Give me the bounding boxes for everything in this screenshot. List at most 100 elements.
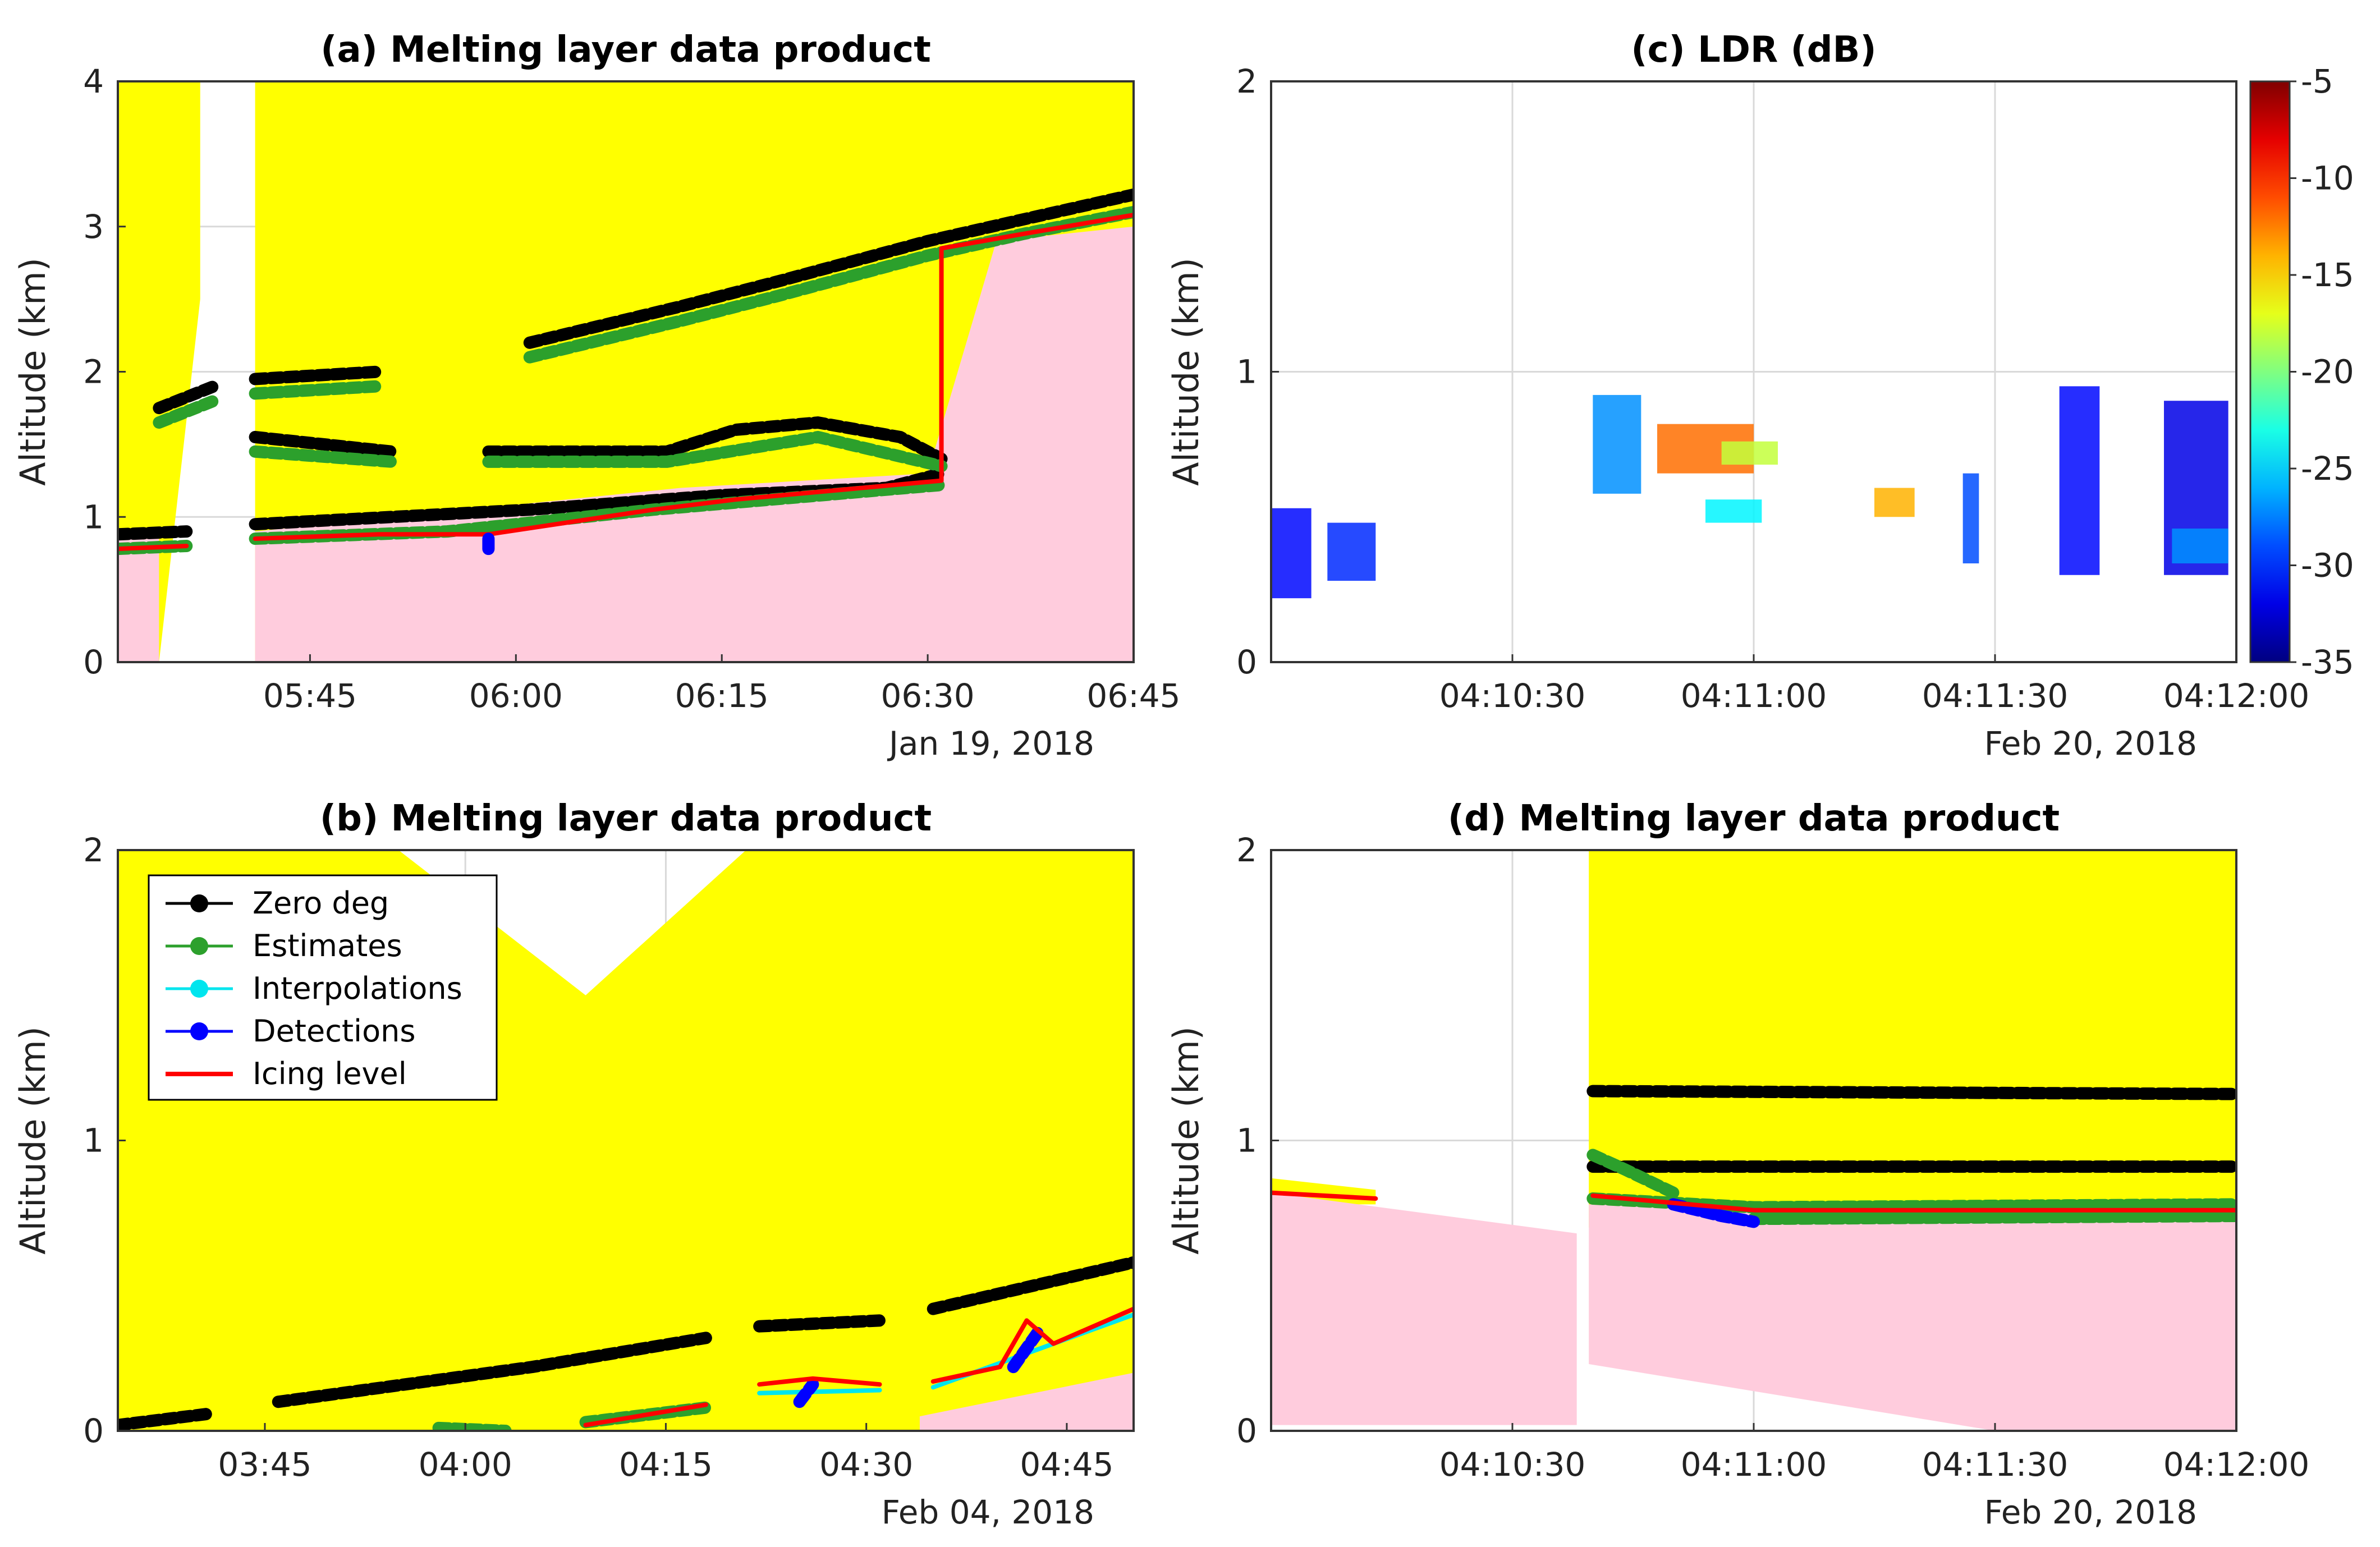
- colorbar-tick-label: -15: [2301, 256, 2354, 294]
- ldr-patch: [1962, 473, 1979, 564]
- legend-marker: [190, 937, 208, 955]
- chart-title: (a) Melting layer data product: [320, 29, 931, 71]
- y-tick-label: 1: [83, 498, 104, 536]
- x-tick-label: 06:15: [675, 677, 769, 715]
- x-tick-label: 04:11:30: [1922, 1445, 2069, 1484]
- y-tick-label: 0: [1236, 643, 1257, 681]
- chart-title: (c) LDR (dB): [1631, 29, 1876, 71]
- series-zero-deg: [153, 380, 221, 415]
- legend-marker: [190, 1022, 208, 1040]
- x-tick-label: 04:00: [419, 1445, 512, 1484]
- series-detections: [793, 1378, 819, 1408]
- y-tick-label: 0: [83, 1412, 104, 1450]
- series-estimates: [1586, 1149, 1680, 1199]
- pink-region: [255, 226, 1134, 662]
- x-tick-label: 04:10:30: [1439, 677, 1586, 715]
- y-tick-label: 3: [83, 208, 104, 246]
- legend-label: Estimates: [253, 928, 402, 963]
- x-tick-label: 04:11:00: [1681, 677, 1827, 715]
- colorbar-tick-label: -30: [2301, 547, 2354, 585]
- y-axis-label: Altitude (km): [1166, 258, 1207, 486]
- series-zero-deg: [927, 1256, 1134, 1315]
- legend-marker: [190, 894, 208, 912]
- series-zero-deg: [753, 1314, 886, 1333]
- series-icing-level: [757, 1376, 882, 1387]
- series-interpolations: [757, 1388, 882, 1395]
- ldr-patch: [1721, 441, 1778, 465]
- y-tick-label: 2: [83, 831, 104, 869]
- series-zero-deg: [272, 1332, 712, 1408]
- x-tick-label: 06:00: [469, 677, 563, 715]
- panel-b: (b) Melting layer data product 0 1 2 03:45 04…: [12, 798, 1135, 1531]
- colorbar: [2249, 80, 2291, 663]
- series-icing-level: [930, 1306, 1134, 1384]
- x-tick-label: 06:45: [1086, 677, 1180, 715]
- plot-area: [1271, 386, 2228, 599]
- series-estimates: [482, 430, 948, 472]
- pink-region: [1271, 1192, 1577, 1425]
- ldr-patch: [2172, 528, 2228, 564]
- y-tick-label: 2: [1236, 831, 1257, 869]
- series-zero-deg: [249, 365, 385, 385]
- ldr-patch: [1874, 488, 1915, 517]
- chart-title: (d) Melting layer data product: [1448, 798, 2060, 839]
- series-zero-deg: [118, 525, 193, 541]
- x-tick-label: 05:45: [263, 677, 357, 715]
- yellow-region: [1589, 850, 2236, 1228]
- series-zero-deg: [482, 416, 948, 465]
- y-tick-label: 2: [83, 353, 104, 391]
- legend-label: Zero deg: [253, 885, 389, 921]
- date-label: Feb 04, 2018: [882, 1493, 1094, 1531]
- y-tick-label: 1: [1236, 1122, 1257, 1160]
- y-tick-label: 0: [83, 643, 104, 681]
- ldr-patch: [1271, 508, 1311, 599]
- series-icing-level: [1590, 1193, 2236, 1213]
- colorbar-tick-label: -20: [2301, 353, 2354, 391]
- panel-d: (d) Melting layer data product 0 1 2 04:10:3…: [1166, 798, 2309, 1531]
- colorbar-tick-label: -25: [2301, 449, 2354, 488]
- colorbar-tick-label: -35: [2301, 643, 2354, 681]
- date-label: Jan 19, 2018: [887, 724, 1094, 763]
- series-zero-deg: [523, 188, 1134, 349]
- x-tick-label: 04:11:00: [1681, 1445, 1827, 1484]
- panel-a: (a) Melting layer data product 0 1 2 3 4 05:45…: [12, 29, 1181, 763]
- x-tick-label: 03:45: [218, 1445, 311, 1484]
- series-zero-deg: [1586, 1085, 2236, 1100]
- colorbar-tick-label: -5: [2301, 62, 2333, 100]
- series-icing-level: [583, 1402, 708, 1427]
- legend-label: Interpolations: [253, 971, 462, 1006]
- date-label: Feb 20, 2018: [1984, 724, 2197, 763]
- x-tick-label: 04:12:00: [2163, 677, 2310, 715]
- series-zero-deg: [118, 1407, 218, 1431]
- legend-label: Icing level: [253, 1056, 407, 1091]
- y-tick-label: 4: [83, 62, 104, 100]
- y-axis-label: Altitude (km): [12, 258, 53, 486]
- y-axis-label: Altitude (km): [1166, 1026, 1207, 1255]
- date-label: Feb 20, 2018: [1984, 1493, 2197, 1531]
- legend: Zero deg Estimates Interpolations Detection…: [148, 874, 498, 1101]
- ldr-patch: [2059, 386, 2100, 575]
- plot-area: [118, 81, 1134, 662]
- series-detections: [1007, 1323, 1047, 1374]
- series-icing-level: [1271, 1190, 1378, 1201]
- colorbar-tick-label: -10: [2301, 159, 2354, 198]
- series-icing-level: [118, 544, 189, 552]
- series-estimates: [1748, 1210, 2236, 1225]
- series-icing-level: [253, 213, 1134, 541]
- ldr-patch: [1327, 522, 1376, 581]
- x-tick-label: 04:15: [619, 1445, 713, 1484]
- y-tick-label: 1: [83, 1122, 104, 1160]
- x-tick-label: 04:10:30: [1439, 1445, 1586, 1484]
- panel-c: -5 -10 -15 -20 -25 -30 -35 (c) LDR (dB) 0 1 2 04:10…: [1166, 29, 2354, 763]
- pink-region: [919, 1372, 1134, 1431]
- yellow-region: [118, 81, 200, 662]
- x-tick-label: 06:30: [881, 677, 975, 715]
- x-tick-label: 04:45: [1020, 1445, 1113, 1484]
- x-tick-label: 04:12:00: [2163, 1445, 2310, 1484]
- series-estimates: [249, 445, 399, 468]
- pink-region: [118, 539, 159, 662]
- x-tick-label: 04:30: [819, 1445, 913, 1484]
- series-estimates: [249, 380, 385, 400]
- plot-area: [1271, 850, 2236, 1431]
